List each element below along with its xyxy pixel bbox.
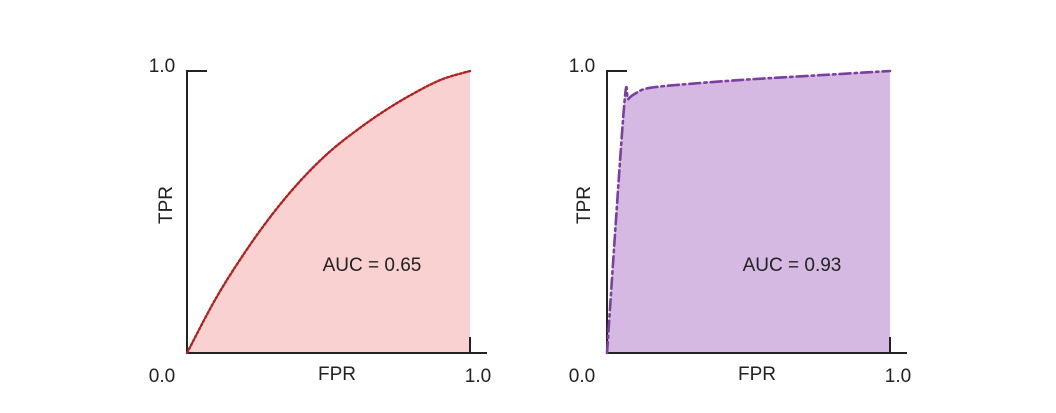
x-tick-label-1: 1.0 (885, 366, 911, 387)
auc-area-fill (607, 71, 890, 353)
y-tick-label-1: 1.0 (149, 56, 175, 77)
x-axis-title: FPR (738, 364, 776, 385)
y-axis-title: TPR (156, 186, 177, 224)
auc-area-fill (187, 71, 470, 353)
roc-curve-line (185, 69, 472, 355)
y-axis-title: TPR (574, 186, 595, 224)
x-tick-label-0: 0.0 (149, 366, 175, 387)
x-tick-label-1: 1.0 (465, 366, 491, 387)
y-tick-label-1: 1.0 (569, 56, 595, 77)
roc-curve-line (605, 69, 892, 355)
auc-annotation: AUC = 0.65 (323, 255, 422, 276)
x-tick-label-0: 0.0 (569, 366, 595, 387)
roc-panel-1: AUC = 0.65 TPR FPR 0.0 1.0 1.0 (149, 56, 491, 387)
x-axis-title: FPR (318, 364, 356, 385)
roc-panel-2: AUC = 0.93 TPR FPR 0.0 1.0 1.0 (569, 56, 911, 387)
auc-annotation: AUC = 0.93 (743, 255, 842, 276)
